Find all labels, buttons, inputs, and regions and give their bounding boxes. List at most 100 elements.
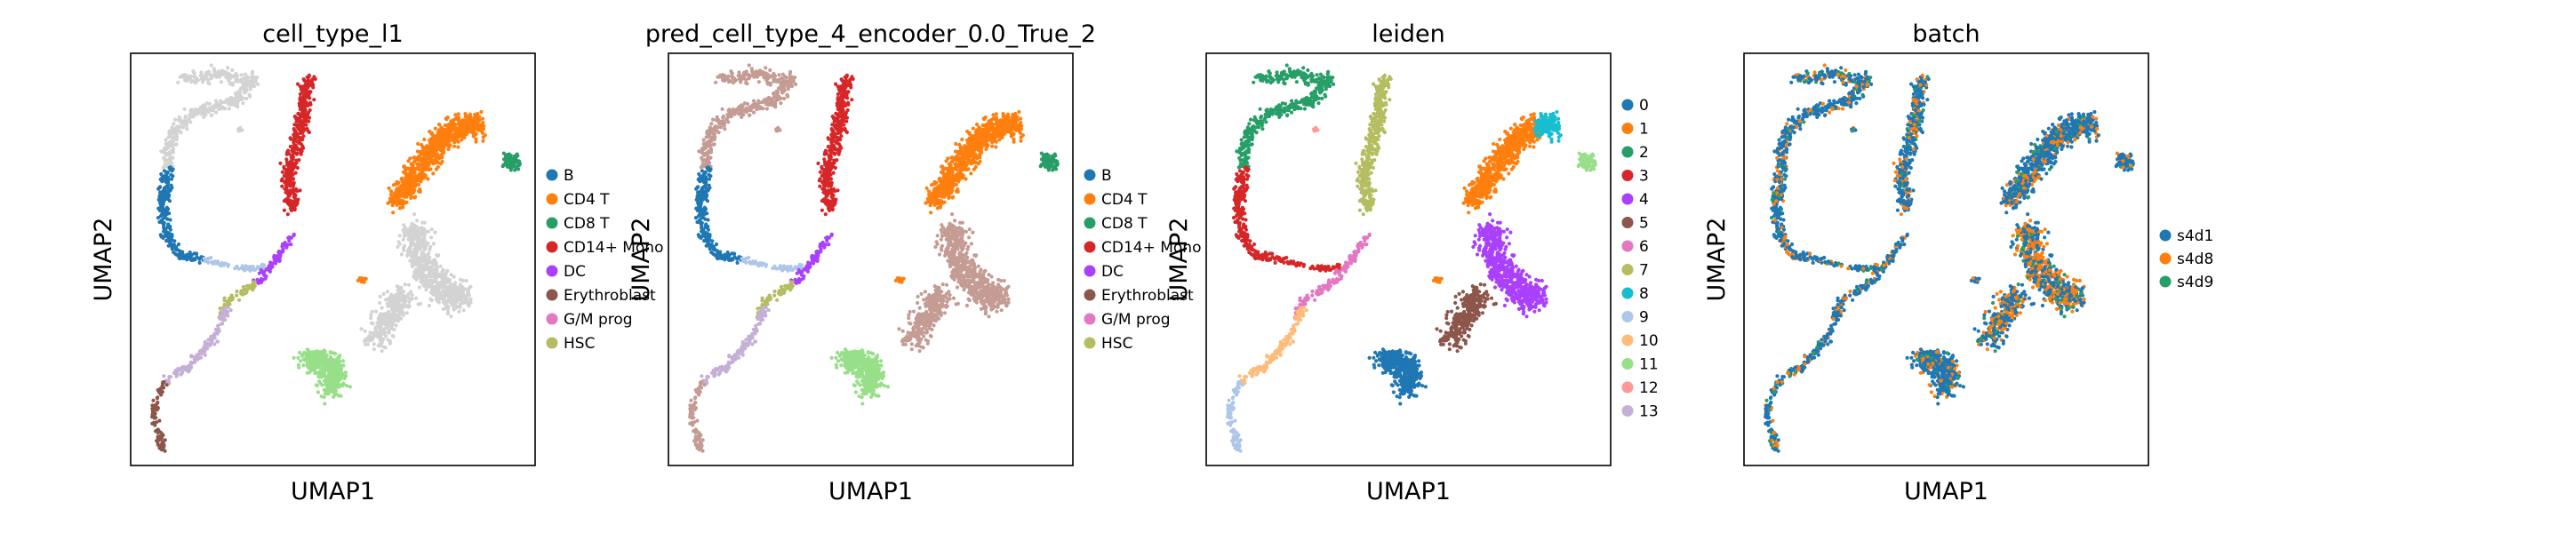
data-point bbox=[755, 75, 759, 79]
data-point bbox=[312, 75, 316, 79]
data-point bbox=[732, 251, 737, 256]
data-point bbox=[389, 303, 395, 307]
data-point bbox=[732, 107, 738, 112]
data-point bbox=[222, 310, 227, 314]
data-point bbox=[768, 68, 772, 73]
data-point bbox=[417, 236, 421, 241]
data-point bbox=[730, 71, 734, 76]
data-point bbox=[412, 255, 416, 259]
data-point bbox=[468, 119, 473, 123]
data-point bbox=[422, 220, 427, 225]
data-point bbox=[696, 214, 701, 219]
data-point bbox=[161, 440, 165, 445]
data-point bbox=[788, 280, 793, 284]
data-point bbox=[476, 124, 481, 129]
data-point bbox=[198, 106, 203, 110]
data-point bbox=[296, 355, 300, 360]
data-point bbox=[387, 311, 391, 316]
data-point bbox=[839, 85, 844, 90]
data-point bbox=[348, 385, 352, 389]
data-point bbox=[460, 138, 464, 142]
data-point bbox=[272, 255, 276, 259]
data-point bbox=[268, 260, 273, 265]
data-point bbox=[825, 236, 829, 241]
data-point bbox=[328, 362, 332, 366]
data-point bbox=[771, 266, 775, 271]
data-point bbox=[212, 332, 217, 337]
data-point bbox=[195, 76, 199, 81]
data-point bbox=[291, 149, 295, 154]
data-point bbox=[403, 282, 407, 287]
data-point bbox=[378, 300, 382, 306]
data-point bbox=[302, 105, 307, 109]
data-point bbox=[179, 372, 183, 377]
data-point bbox=[697, 235, 701, 239]
data-point bbox=[416, 178, 420, 183]
data-point bbox=[173, 117, 178, 122]
data-point bbox=[375, 321, 380, 325]
data-point bbox=[824, 164, 829, 170]
data-point bbox=[412, 212, 417, 217]
data-point bbox=[445, 134, 450, 139]
data-point bbox=[341, 359, 346, 363]
data-point bbox=[709, 243, 714, 247]
data-point bbox=[822, 180, 827, 185]
data-point bbox=[444, 116, 448, 121]
data-point bbox=[501, 151, 506, 155]
data-point bbox=[697, 218, 702, 223]
data-point bbox=[284, 180, 289, 185]
data-point bbox=[815, 250, 820, 254]
data-point bbox=[369, 313, 373, 317]
data-point bbox=[250, 72, 254, 76]
data-point bbox=[434, 260, 438, 265]
data-point bbox=[371, 336, 375, 340]
data-point bbox=[156, 197, 161, 202]
data-point bbox=[405, 233, 410, 238]
data-point bbox=[775, 298, 780, 302]
data-point bbox=[318, 370, 324, 375]
data-point bbox=[317, 362, 322, 366]
data-point bbox=[248, 84, 252, 90]
data-point bbox=[444, 280, 448, 284]
data-point bbox=[444, 272, 448, 276]
data-point bbox=[325, 378, 330, 383]
data-point bbox=[376, 344, 380, 348]
data-point bbox=[774, 89, 779, 93]
data-point bbox=[182, 107, 187, 111]
data-point bbox=[446, 147, 451, 152]
data-point bbox=[193, 360, 197, 364]
data-point bbox=[334, 373, 339, 378]
data-point bbox=[397, 234, 402, 238]
data-point bbox=[308, 356, 312, 361]
data-point bbox=[325, 365, 330, 370]
data-point bbox=[252, 283, 257, 288]
data-point bbox=[390, 294, 395, 298]
data-point bbox=[228, 95, 233, 100]
data-point bbox=[828, 163, 833, 167]
data-point bbox=[300, 127, 305, 131]
data-point bbox=[404, 311, 409, 315]
data-point bbox=[167, 130, 172, 134]
data-point bbox=[406, 251, 411, 256]
data-point bbox=[294, 161, 299, 165]
data-point bbox=[371, 322, 375, 326]
data-point bbox=[249, 80, 253, 84]
data-point bbox=[833, 151, 837, 155]
data-point bbox=[434, 297, 438, 301]
data-point bbox=[284, 152, 289, 156]
data-point bbox=[225, 314, 229, 318]
data-point bbox=[420, 149, 424, 154]
data-point bbox=[173, 131, 178, 136]
data-point bbox=[195, 251, 199, 256]
data-point bbox=[416, 233, 420, 237]
data-point bbox=[436, 300, 441, 305]
data-point bbox=[285, 243, 290, 247]
data-point bbox=[441, 267, 445, 272]
data-point bbox=[234, 100, 238, 105]
data-point bbox=[307, 73, 311, 77]
data-point bbox=[223, 261, 228, 266]
data-point bbox=[206, 81, 211, 85]
legend-marker bbox=[546, 337, 558, 349]
data-point bbox=[726, 74, 731, 78]
data-point bbox=[829, 233, 834, 238]
